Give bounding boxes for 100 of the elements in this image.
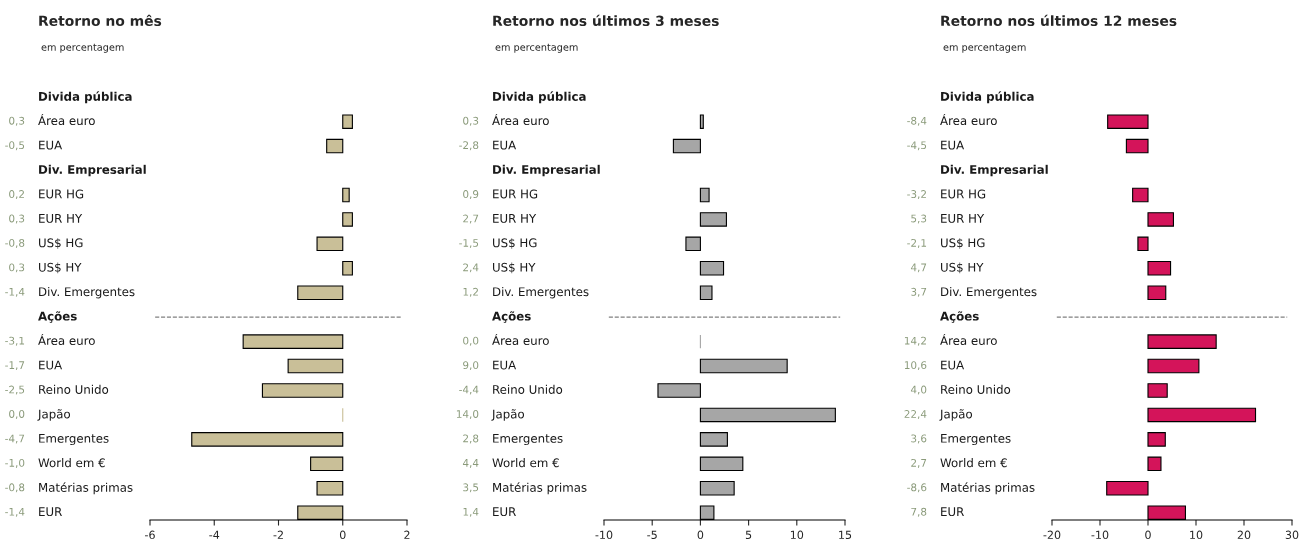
- data-label: -8,4: [907, 116, 927, 126]
- y-tick-label: US$ HY: [941, 262, 984, 274]
- bar: [1147, 407, 1257, 423]
- y-tick-label: US$ HG: [493, 238, 537, 249]
- data-label: -1,0: [5, 458, 25, 468]
- bar: [326, 138, 344, 154]
- x-tick-label: 5: [745, 530, 752, 540]
- x-tick-label: -4: [209, 530, 220, 539]
- y-tick-label: World em €: [940, 458, 1007, 468]
- y-tick-label: EUA: [493, 360, 517, 370]
- data-label: 4,7: [910, 263, 927, 273]
- x-tick-label: 0: [1145, 530, 1151, 540]
- bar: [1147, 334, 1217, 349]
- data-label: 0,3: [9, 116, 25, 126]
- x-tick-label: -6: [145, 530, 155, 540]
- y-tick-label: Emergentes: [941, 434, 1011, 446]
- bar: [310, 456, 344, 472]
- y-tick-label: Div. Emergentes: [941, 287, 1037, 299]
- y-tick-label: Reino Unido: [493, 384, 563, 394]
- x-tick-label: -10: [595, 530, 613, 540]
- bar: [1147, 432, 1166, 447]
- y-tick-label: Matérias primas: [941, 482, 1035, 495]
- bar: [1147, 456, 1162, 472]
- bar: [685, 236, 701, 252]
- data-label: 0,3: [9, 263, 25, 273]
- bar: [1147, 285, 1167, 301]
- bar: [1106, 480, 1149, 496]
- data-label: 3,6: [911, 434, 927, 444]
- data-label: 1,2: [463, 287, 478, 297]
- chart-title: Retorno no mês: [39, 14, 162, 27]
- y-tick-label: EUR: [39, 507, 62, 517]
- y-tick-label: Emergentes: [39, 434, 109, 446]
- data-label: 5,3: [911, 214, 927, 224]
- y-tick-label: Área euro: [38, 113, 95, 126]
- data-label: 3,7: [911, 287, 927, 297]
- y-tick-label: World em €: [38, 458, 105, 468]
- y-tick-label: Japão: [491, 409, 525, 421]
- data-label: 0,3: [9, 214, 25, 224]
- y-tick-label: Área euro: [492, 113, 549, 126]
- bar: [342, 261, 353, 276]
- y-tick-label: Área euro: [492, 333, 549, 346]
- x-tick-label: 15: [839, 530, 852, 540]
- y-tick-label: Ações: [38, 311, 77, 323]
- data-label: -0,8: [5, 483, 25, 493]
- y-tick-label: EUR HY: [493, 214, 537, 223]
- y-tick-label: EUR: [941, 507, 964, 517]
- y-tick-label: US$ HG: [39, 238, 83, 249]
- y-tick-label: Div. Empresarial: [493, 164, 600, 177]
- data-label: 14,0: [456, 410, 479, 419]
- x-tick-label: -5: [647, 530, 657, 540]
- chart-subtitle: em percentagem: [495, 43, 578, 53]
- y-tick-label: EUR HG: [39, 189, 84, 199]
- bar: [242, 334, 344, 349]
- bar: [316, 480, 344, 496]
- data-label: -2,5: [5, 385, 25, 395]
- data-label: 2,7: [911, 458, 927, 468]
- y-tick-label: World em €: [492, 458, 559, 468]
- bar: [342, 187, 350, 203]
- data-label: -2,8: [459, 141, 479, 151]
- chart-title: Retorno nos últimos 3 meses: [493, 14, 719, 27]
- y-tick-label: Reino Unido: [39, 384, 109, 394]
- y-tick-label: EUR HG: [493, 189, 538, 199]
- y-tick-label: US$ HG: [941, 238, 985, 249]
- bar: [657, 383, 701, 398]
- y-tick-label: Div. Empresarial: [941, 164, 1048, 177]
- y-tick-label: Divida pública: [39, 91, 132, 104]
- y-tick-label: Div. Emergentes: [39, 287, 135, 299]
- bar: [261, 383, 344, 398]
- x-tick-label: 0: [339, 530, 346, 540]
- y-tick-label: EUR HY: [39, 214, 83, 223]
- data-label: 4,0: [910, 385, 927, 395]
- bar: [699, 358, 788, 374]
- bar: [287, 358, 344, 374]
- x-tick-label: 30: [1285, 530, 1299, 540]
- data-label: -0,5: [5, 141, 25, 151]
- bar: [699, 407, 836, 423]
- x-tick-label: -2: [273, 530, 283, 539]
- bar: [1125, 138, 1149, 154]
- data-label: -3,1: [5, 336, 25, 346]
- data-label: 10,6: [904, 361, 927, 371]
- bar: [699, 456, 744, 472]
- bar: [699, 285, 713, 301]
- data-label: 4,4: [462, 459, 479, 468]
- y-tick-label: Japão: [939, 409, 973, 421]
- bar: [316, 236, 344, 252]
- y-tick-label: EUA: [39, 360, 63, 370]
- bar: [699, 480, 735, 496]
- y-tick-label: Matérias primas: [39, 482, 133, 495]
- x-tick-label: 10: [1190, 530, 1203, 540]
- bar: [191, 432, 344, 447]
- y-tick-label: Área euro: [38, 333, 95, 346]
- y-tick-label: EUA: [39, 140, 63, 150]
- bar: [699, 114, 704, 129]
- data-label: -8,6: [907, 483, 927, 493]
- y-tick-label: Divida pública: [493, 91, 586, 104]
- x-tick-label: 0: [697, 530, 704, 540]
- data-label: -1,5: [459, 239, 479, 248]
- y-tick-label: Área euro: [940, 333, 997, 346]
- bar: [1132, 187, 1149, 203]
- data-label: -3,2: [907, 190, 926, 200]
